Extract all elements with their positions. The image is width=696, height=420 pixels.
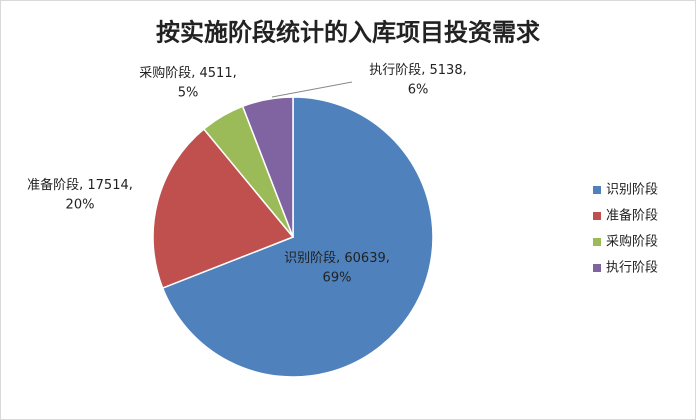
chart-title: 按实施阶段统计的入库项目投资需求	[156, 18, 540, 47]
legend-label: 识别阶段	[606, 183, 658, 198]
pie-slice	[161, 96, 434, 378]
pie	[152, 96, 434, 378]
legend-label: 准备阶段	[606, 208, 658, 224]
data-label: 识别阶段, 60639,	[284, 251, 390, 266]
legend-swatch	[593, 186, 601, 194]
data-label-percent: 5%	[178, 86, 199, 101]
leader-line	[271, 81, 353, 98]
data-label-percent: 6%	[408, 83, 429, 98]
data-labels: 识别阶段, 60639, 69% 准备阶段, 17514, 20% 采购阶段, 4511…	[27, 63, 467, 286]
data-label-percent: 20%	[66, 198, 95, 213]
pie-slice	[241, 96, 294, 238]
label-category: 执行阶段	[369, 63, 421, 78]
pie-slice	[152, 128, 295, 289]
data-label: 采购阶段, 4511,	[139, 65, 237, 81]
label-category: 采购阶段	[139, 65, 191, 81]
data-label: 准备阶段, 17514,	[27, 177, 133, 193]
data-label: 执行阶段, 5138,	[369, 63, 467, 78]
label-value: 4511	[200, 66, 233, 81]
legend-swatch	[593, 264, 601, 272]
label-category: 准备阶段	[27, 177, 79, 193]
legend-swatch	[593, 212, 601, 220]
label-value: 5138	[430, 63, 463, 78]
legend-label: 采购阶段	[606, 234, 658, 250]
label-value: 60639	[344, 251, 385, 266]
label-value: 17514	[87, 178, 128, 193]
label-category: 识别阶段	[284, 251, 336, 266]
data-label-percent: 69%	[323, 271, 352, 286]
legend-label: 执行阶段	[606, 261, 658, 276]
legend-swatch	[593, 238, 601, 246]
